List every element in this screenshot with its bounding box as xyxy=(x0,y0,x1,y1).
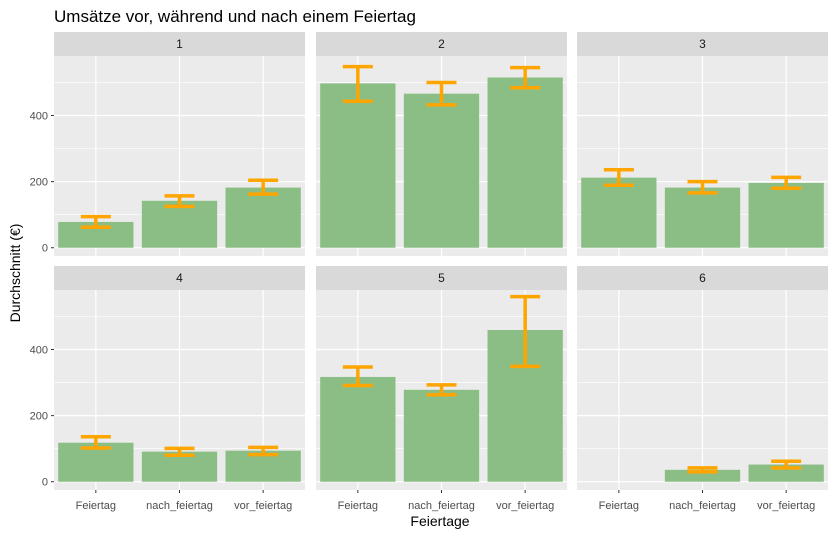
error-bar-vor_feiertag xyxy=(248,445,279,457)
error-bar-vor_feiertag xyxy=(248,178,279,196)
facet-strip-label: 6 xyxy=(699,271,706,285)
facet-panels: 1 0 200 400 2 3 4 0 200 400 Feiertag nach_feiertag v… xyxy=(30,32,828,512)
facet-panel-1: 1 0 200 400 xyxy=(30,32,305,256)
bar-vor_feiertag xyxy=(487,77,563,248)
error-bar-nach_feiertag xyxy=(687,466,718,474)
error-bar-Feiertag xyxy=(342,64,373,104)
y-tick-label: 200 xyxy=(30,411,48,423)
facet-strip-label: 5 xyxy=(438,271,445,285)
facet-panel-2: 2 xyxy=(316,32,567,256)
error-bar-nach_feiertag xyxy=(164,446,195,458)
bar-nach_feiertag xyxy=(403,93,480,248)
x-tick-label: Feiertag xyxy=(76,500,116,512)
facet-panel-5: 5 Feiertag nach_feiertag vor_feiertag xyxy=(316,266,567,512)
error-bar-nach_feiertag xyxy=(426,80,457,107)
error-bar-vor_feiertag xyxy=(510,65,541,90)
x-tick-label: nach_feiertag xyxy=(669,500,736,512)
facet-panel-4: 4 0 200 400 Feiertag nach_feiertag vor_feierta… xyxy=(30,266,305,512)
facet-strip-label: 4 xyxy=(176,271,183,285)
bar-nach_feiertag xyxy=(141,200,218,248)
x-tick-label: vor_feiertag xyxy=(757,500,815,512)
bar-nach_feiertag xyxy=(664,469,741,482)
error-bar-vor_feiertag xyxy=(771,175,802,190)
bar-Feiertag xyxy=(320,83,396,248)
error-bar-nach_feiertag xyxy=(164,194,195,209)
bar-vor_feiertag xyxy=(748,182,824,248)
facet-strip-label: 1 xyxy=(176,37,183,51)
y-tick-label: 400 xyxy=(30,111,48,123)
y-tick-label: 0 xyxy=(42,477,48,489)
error-bar-nach_feiertag xyxy=(426,383,457,397)
bar-nach_feiertag xyxy=(664,187,741,248)
x-tick-label: Feiertag xyxy=(338,500,378,512)
x-axis-title: Feiertage xyxy=(410,513,469,529)
bar-Feiertag xyxy=(320,376,396,482)
y-tick-label: 400 xyxy=(30,345,48,357)
y-tick-label: 200 xyxy=(30,177,48,189)
facet-strip xyxy=(316,32,567,56)
bar-Feiertag xyxy=(581,177,657,248)
x-tick-label: nach_feiertag xyxy=(408,500,475,512)
facet-panel-3: 3 xyxy=(577,32,828,256)
bar-nach_feiertag xyxy=(403,389,480,482)
y-axis-title: Durchschnitt (€) xyxy=(7,224,23,323)
error-bar-vor_feiertag xyxy=(771,459,802,470)
x-tick-label: vor_feiertag xyxy=(496,500,554,512)
facet-strip xyxy=(577,32,828,56)
facet-strip xyxy=(577,266,828,290)
facet-panel-6: 6 Feiertag nach_feiertag vor_feiertag xyxy=(577,266,828,512)
error-bar-Feiertag xyxy=(342,365,373,388)
error-bar-Feiertag xyxy=(80,435,111,450)
facet-strip xyxy=(316,266,567,290)
x-tick-label: Feiertag xyxy=(599,500,639,512)
facet-strip xyxy=(54,32,305,56)
y-tick-label: 0 xyxy=(42,243,48,255)
chart-title: Umsätze vor, während und nach einem Feie… xyxy=(54,7,416,26)
error-bar-Feiertag xyxy=(603,167,634,188)
bar-vor_feiertag xyxy=(748,464,824,482)
error-bar-vor_feiertag xyxy=(510,294,541,369)
bar-vor_feiertag xyxy=(225,187,301,248)
error-bar-Feiertag xyxy=(80,214,111,229)
facet-strip-label: 3 xyxy=(699,37,706,51)
facet-strip xyxy=(54,266,305,290)
error-bar-nach_feiertag xyxy=(687,179,718,195)
x-tick-label: vor_feiertag xyxy=(234,500,292,512)
facet-strip-label: 2 xyxy=(438,37,445,51)
x-tick-label: nach_feiertag xyxy=(146,500,213,512)
